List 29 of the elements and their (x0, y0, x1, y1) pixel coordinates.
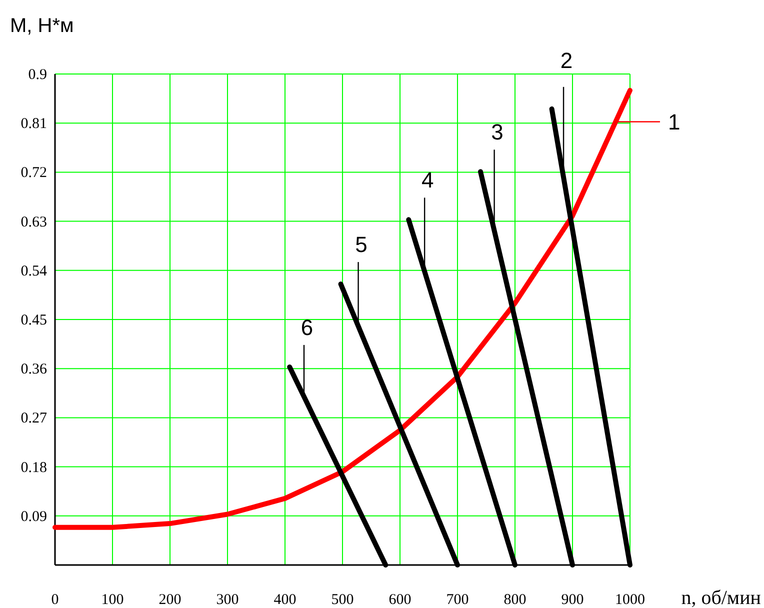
y-tick-label: 0.54 (20, 263, 48, 280)
x-tick-label: 700 (446, 592, 469, 608)
x-tick-label: 0 (51, 592, 59, 608)
y-axis-title: М, Н*м (10, 15, 74, 37)
y-tick-label: 0.72 (20, 165, 47, 182)
x-tick-label: 500 (331, 592, 354, 608)
x-tick-label: 900 (561, 592, 584, 608)
y-tick-label: 0.09 (20, 508, 47, 525)
y-tick-label: 0.36 (20, 362, 48, 378)
x-tick-label: 400 (274, 592, 296, 608)
y-tick-label: 0.18 (20, 460, 47, 476)
x-axis-title: n, об/мин (681, 587, 762, 608)
series-label: 6 (300, 314, 314, 340)
x-tick-label: 800 (504, 592, 526, 608)
y-tick-label: 0.63 (20, 214, 47, 230)
x-tick-label: 100 (101, 592, 124, 608)
series-label: 4 (421, 168, 434, 193)
x-tick-label: 1000 (615, 592, 645, 608)
series-label: 5 (355, 232, 368, 258)
series-label: 3 (491, 120, 504, 145)
y-tick-label: 0.45 (20, 312, 47, 328)
series-label: 2 (560, 48, 573, 73)
y-tick-label: 0.81 (20, 116, 47, 132)
x-tick-label: 300 (216, 592, 239, 608)
x-tick-label: 600 (388, 592, 412, 608)
y-tick-label: 0.9 (28, 67, 47, 83)
legend-label: 1 (668, 110, 680, 135)
y-tick-label: 0.27 (20, 410, 48, 427)
x-tick-label: 200 (158, 592, 182, 608)
